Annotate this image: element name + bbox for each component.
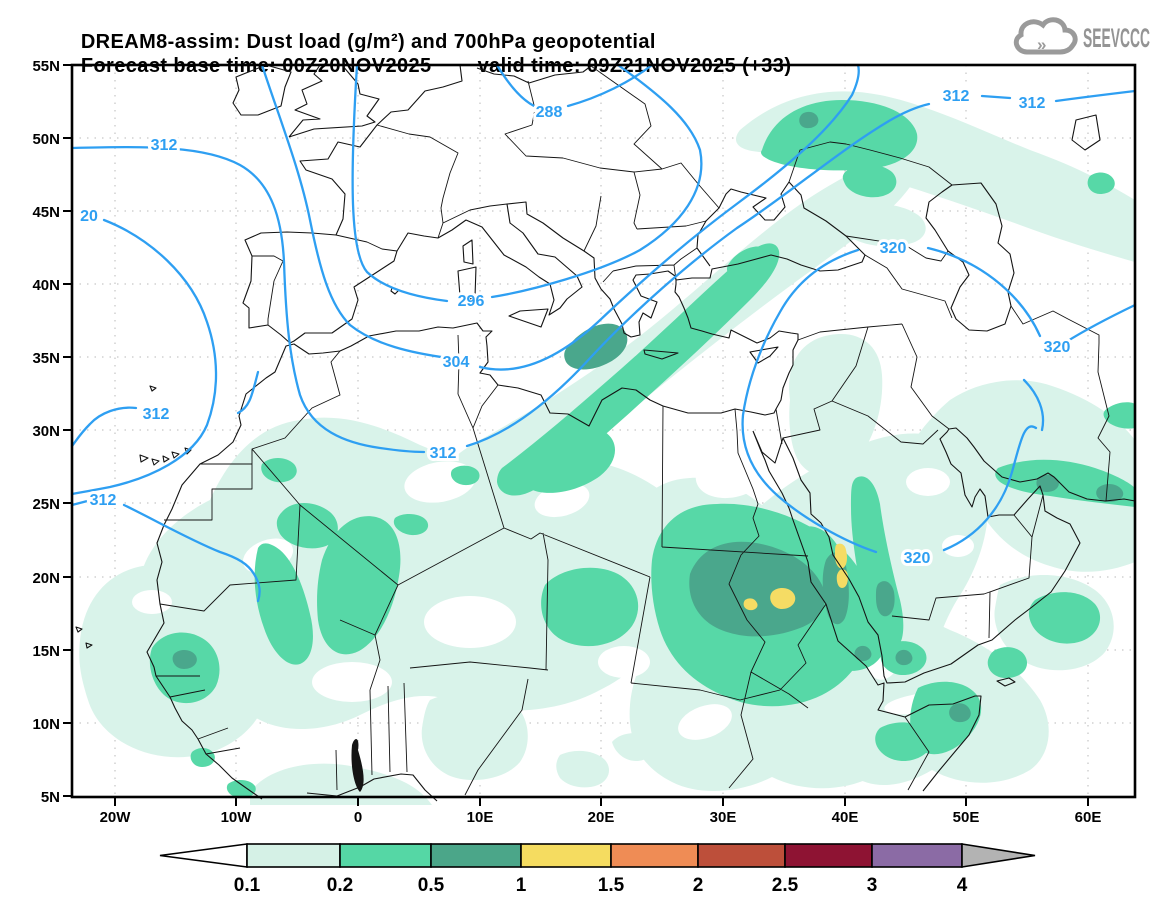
contour-label: 20 xyxy=(80,208,98,225)
colorbar-segment xyxy=(610,843,699,868)
contour-label: 312 xyxy=(1019,95,1046,112)
lon-tick-label: 60E xyxy=(1075,809,1102,826)
colorbar-tick-label: 2 xyxy=(693,875,704,896)
title-text: DREAM8-assim: Dust load (g/m²) and 700hP… xyxy=(80,31,656,53)
lon-tick-label: 10W xyxy=(221,809,253,826)
colorbar-tick-label: 0.5 xyxy=(418,875,445,896)
geopotential-contours xyxy=(70,63,1137,603)
map-frame xyxy=(63,63,1137,806)
lat-tick-label: 45N xyxy=(32,204,60,221)
contour-label: 288 xyxy=(536,104,563,121)
colorbar-segment xyxy=(339,843,432,868)
contour-label: 320 xyxy=(904,550,931,567)
contour-320-east xyxy=(741,246,1137,554)
contour-label: 304 xyxy=(443,354,470,371)
dust-fill-level4 xyxy=(743,543,848,611)
contour-label: 312 xyxy=(151,137,178,154)
colorbar-tick-label: 1.5 xyxy=(598,875,625,896)
lat-tick-label: 20N xyxy=(32,570,60,587)
axis-ticks xyxy=(63,64,1089,806)
colorbar-segment xyxy=(697,843,786,868)
contour-312-west xyxy=(70,370,260,448)
lat-tick-label: 25N xyxy=(32,496,60,513)
lon-tick-label: 30E xyxy=(710,809,737,826)
colorbar-under-arrow xyxy=(159,843,248,868)
contour-312-southwest xyxy=(70,497,261,603)
colorbar xyxy=(159,843,1036,868)
contour-label: 296 xyxy=(458,293,485,310)
colorbar-tick-label: 2.5 xyxy=(772,875,799,896)
seevccc-logo: » SEEVCCC xyxy=(1013,17,1150,55)
lat-tick-label: 15N xyxy=(32,643,60,660)
contour-320-west xyxy=(70,218,218,496)
colorbar-over-arrow xyxy=(961,843,1036,868)
chart-title: DREAM8-assim: Dust load (g/m²) and 700hP… xyxy=(57,8,656,77)
lon-tick-label: 20E xyxy=(588,809,615,826)
lat-tick-label: 35N xyxy=(32,350,60,367)
colorbar-segment xyxy=(784,843,873,868)
lat-tick-label: 5N xyxy=(41,789,60,806)
contour-label: 312 xyxy=(943,88,970,105)
contour-labels: 312 20 288 296 304 312 312 312 312 312 3… xyxy=(77,85,1073,570)
lat-tick-label: 55N xyxy=(32,58,60,75)
contour-label: 312 xyxy=(143,406,170,423)
colorbar-labels: 0.1 0.2 0.5 1 1.5 2 2.5 3 4 xyxy=(234,875,968,896)
contour-288 xyxy=(495,63,654,111)
lon-tick-label: 20W xyxy=(100,809,132,826)
colorbar-tick-label: 4 xyxy=(957,875,968,896)
lat-tick-label: 30N xyxy=(32,423,60,440)
contour-312-main xyxy=(70,89,1137,454)
colorbar-tick-label: 1 xyxy=(516,875,527,896)
contour-304 xyxy=(260,63,860,371)
colorbar-tick-label: 0.1 xyxy=(234,875,261,896)
lake-volta xyxy=(351,738,364,792)
lon-tick-label: 0 xyxy=(354,809,362,826)
contour-296 xyxy=(351,63,703,303)
country-borders xyxy=(156,65,1111,796)
lat-axis: 55N 50N 45N 40N 35N 30N 25N 20N 15N 10N … xyxy=(32,58,60,806)
colorbar-segment xyxy=(871,843,963,868)
colorbar-segment xyxy=(430,843,522,868)
contour-label: 320 xyxy=(880,240,907,257)
lon-tick-label: 40E xyxy=(832,809,859,826)
colorbar-segment xyxy=(520,843,612,868)
colorbar-tick-label: 3 xyxy=(867,875,878,896)
lat-tick-label: 50N xyxy=(32,131,60,148)
lon-axis: 20W 10W 0 10E 20E 30E 40E 50E 60E xyxy=(100,809,1102,826)
colorbar-tick-label: 0.2 xyxy=(327,875,353,896)
lat-tick-label: 40N xyxy=(32,277,60,294)
coastlines xyxy=(75,64,1136,802)
cloud-arrows-glyph: » xyxy=(1037,35,1046,54)
lon-tick-label: 10E xyxy=(467,809,494,826)
cloud-icon xyxy=(1013,17,1078,55)
lon-tick-label: 50E xyxy=(953,809,980,826)
colorbar-segment xyxy=(246,843,341,868)
contour-label: 312 xyxy=(90,492,117,509)
contour-label: 320 xyxy=(1044,339,1071,356)
contour-label: 312 xyxy=(430,445,457,462)
dust-fill-level2 xyxy=(149,100,1136,798)
lat-tick-label: 10N xyxy=(32,716,60,733)
logo-text: SEEVCCC xyxy=(1083,23,1150,53)
